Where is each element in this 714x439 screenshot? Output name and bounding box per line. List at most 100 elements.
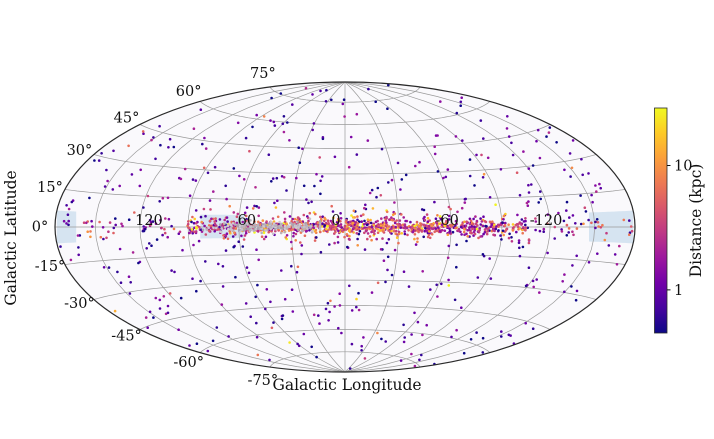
data-point bbox=[343, 224, 347, 228]
data-point bbox=[402, 323, 405, 327]
data-point bbox=[591, 200, 594, 204]
data-point bbox=[330, 98, 333, 102]
data-point bbox=[502, 233, 506, 237]
data-point bbox=[618, 244, 621, 248]
data-point bbox=[479, 223, 483, 226]
data-point bbox=[337, 326, 340, 330]
data-point bbox=[168, 137, 172, 141]
data-point bbox=[143, 227, 147, 231]
data-point bbox=[421, 333, 424, 337]
data-point bbox=[214, 217, 217, 220]
data-point bbox=[238, 221, 241, 225]
data-point bbox=[388, 218, 391, 221]
data-point bbox=[375, 195, 378, 199]
data-point bbox=[403, 336, 407, 339]
data-point bbox=[535, 278, 538, 281]
data-point bbox=[371, 207, 375, 210]
data-point bbox=[303, 234, 307, 237]
data-point bbox=[264, 307, 267, 311]
data-point bbox=[413, 233, 417, 236]
data-point bbox=[436, 170, 440, 173]
data-point bbox=[572, 233, 575, 237]
data-point bbox=[319, 230, 322, 234]
data-point bbox=[318, 322, 321, 325]
data-point bbox=[553, 225, 557, 229]
data-point bbox=[436, 226, 440, 229]
data-point bbox=[105, 168, 108, 172]
data-point bbox=[238, 174, 241, 178]
data-point bbox=[595, 190, 598, 193]
data-point bbox=[154, 222, 158, 225]
data-point bbox=[247, 271, 251, 275]
data-point bbox=[629, 225, 633, 228]
data-point bbox=[357, 232, 361, 236]
data-point bbox=[472, 217, 475, 221]
data-point bbox=[438, 215, 442, 218]
data-point bbox=[338, 304, 342, 307]
data-point bbox=[356, 244, 360, 247]
data-point bbox=[545, 135, 548, 138]
data-point bbox=[443, 224, 446, 228]
data-point bbox=[254, 227, 258, 231]
data-point bbox=[426, 220, 430, 223]
data-point bbox=[205, 228, 208, 231]
data-point bbox=[308, 211, 312, 215]
data-point bbox=[420, 229, 423, 232]
latitude-tick-label: -75° bbox=[248, 373, 279, 389]
data-point bbox=[435, 283, 439, 287]
data-point bbox=[598, 182, 601, 186]
data-point bbox=[302, 184, 306, 188]
data-point bbox=[445, 219, 448, 223]
data-point bbox=[222, 237, 226, 240]
data-point bbox=[368, 191, 372, 195]
data-point bbox=[465, 239, 468, 243]
data-point bbox=[245, 222, 249, 225]
data-point bbox=[201, 142, 204, 146]
data-point bbox=[386, 255, 390, 259]
data-point bbox=[144, 316, 148, 319]
data-point bbox=[488, 220, 492, 224]
data-point bbox=[348, 238, 351, 241]
data-point bbox=[579, 222, 583, 226]
data-point bbox=[248, 229, 252, 233]
data-point bbox=[402, 216, 406, 219]
data-point bbox=[275, 176, 279, 180]
data-point bbox=[350, 309, 354, 312]
data-point bbox=[158, 307, 162, 310]
data-point bbox=[385, 221, 388, 224]
data-point bbox=[255, 248, 258, 251]
data-point bbox=[290, 288, 294, 292]
data-point bbox=[493, 223, 496, 227]
data-point bbox=[160, 226, 163, 230]
data-point bbox=[192, 243, 195, 247]
data-point bbox=[563, 290, 566, 294]
data-point bbox=[447, 278, 450, 282]
data-point bbox=[278, 220, 281, 224]
data-point bbox=[376, 228, 380, 231]
data-point bbox=[300, 225, 304, 229]
data-point bbox=[291, 223, 295, 227]
data-point bbox=[291, 217, 295, 221]
data-point bbox=[271, 225, 275, 228]
data-point bbox=[434, 217, 438, 220]
data-point bbox=[590, 221, 593, 225]
data-point bbox=[522, 150, 525, 153]
data-point bbox=[283, 211, 286, 214]
data-point bbox=[245, 206, 249, 209]
data-point bbox=[304, 230, 308, 233]
data-point bbox=[562, 219, 566, 223]
data-point bbox=[376, 281, 380, 285]
longitude-tick-label: 120 bbox=[135, 213, 163, 229]
data-point bbox=[276, 215, 280, 219]
data-point bbox=[319, 215, 322, 219]
data-point bbox=[521, 228, 524, 232]
data-point bbox=[243, 222, 246, 225]
data-point bbox=[583, 206, 587, 209]
data-point bbox=[594, 220, 597, 224]
data-point bbox=[203, 136, 206, 140]
data-point bbox=[369, 218, 372, 222]
data-point bbox=[364, 203, 367, 207]
latitude-tick-label: 60° bbox=[176, 84, 202, 100]
data-point bbox=[443, 229, 447, 232]
data-point bbox=[100, 152, 103, 155]
